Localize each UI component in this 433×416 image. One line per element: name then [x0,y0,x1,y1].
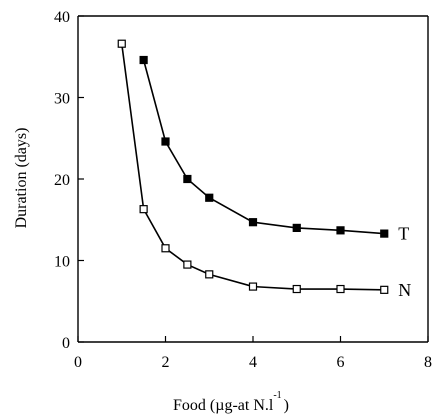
data-point-T [205,193,214,202]
series-line-T [142,59,385,235]
y-tick-label: 10 [54,254,70,271]
y-tick-label: 30 [54,91,70,108]
x-tick-label: 8 [424,354,432,371]
data-point-T [139,55,148,65]
data-point-N [292,284,301,294]
data-point-T [380,229,389,238]
y-tick-label: 0 [62,335,70,352]
series-line-N [120,43,385,291]
x-axis-title-superscript: -1 [273,390,281,401]
data-point-N [183,260,192,269]
data-point-T [336,226,345,235]
y-ticks: 0 10 20 30 40 [54,9,84,352]
data-point-T [161,137,170,146]
data-point-N [205,270,214,279]
y-tick-label: 40 [54,9,70,26]
y-axis-title: Duration (days) [13,128,30,229]
x-tick-label: 0 [74,354,82,371]
data-point-N [248,282,258,291]
data-point-N [117,39,126,48]
data-point-N [161,244,170,253]
axes [77,15,429,343]
series-N: N [117,39,411,300]
y-tick-label: 20 [54,172,70,189]
data-point-T [183,174,192,184]
x-tick-label: 4 [249,354,257,371]
x-tick-label: 6 [337,354,345,371]
x-axis-title: Food (µg-at N.l-1) [173,390,289,414]
data-point-N [139,205,148,214]
series-label-N: N [398,280,411,300]
x-ticks: 0 2 4 6 8 [74,336,432,371]
x-tick-label: 2 [162,354,170,371]
data-point-N [336,284,345,294]
x-axis-title-main: Food (µg-at N.l [173,397,274,414]
data-point-T [292,223,301,232]
x-axis-title-suffix: ) [284,397,289,414]
series-label-T: T [398,224,409,244]
series-T: T [139,55,409,244]
series-layer: TN [117,39,411,300]
data-point-N [380,285,389,294]
data-point-T [248,218,258,227]
